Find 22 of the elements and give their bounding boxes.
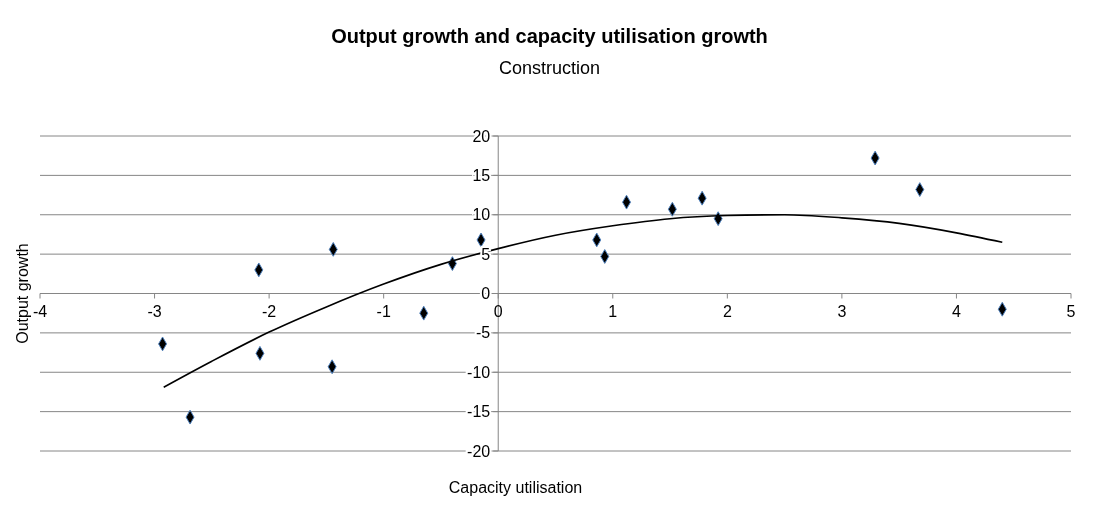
y-tick-label: -20	[467, 442, 491, 460]
x-tick-label: -3	[147, 302, 162, 320]
x-tick-label: 0	[493, 302, 503, 320]
x-tick-label: 2	[722, 302, 732, 320]
y-tick-label: 15	[472, 166, 491, 184]
y-tick-label: 10	[472, 206, 491, 224]
y-tick-label: -10	[467, 363, 491, 381]
x-tick-label: -4	[32, 302, 48, 320]
x-tick-label: -1	[376, 302, 391, 320]
x-tick-label: 5	[1066, 302, 1076, 320]
x-tick-label: 4	[951, 302, 961, 320]
y-tick-label: 0	[481, 285, 491, 303]
chart-title: Output growth and capacity utilisation growth	[331, 25, 768, 47]
x-axis-title: Capacity utilisation	[448, 479, 583, 496]
x-tick-label: -2	[261, 302, 277, 320]
y-axis-title: Output growth	[14, 243, 31, 344]
chart-subtitle: Construction	[498, 58, 601, 78]
y-tick-label: 20	[472, 127, 491, 145]
x-tick-label: 1	[608, 302, 618, 320]
x-tick-label: 3	[837, 302, 847, 320]
y-tick-label: -5	[475, 324, 491, 342]
y-tick-label: -15	[467, 403, 491, 421]
